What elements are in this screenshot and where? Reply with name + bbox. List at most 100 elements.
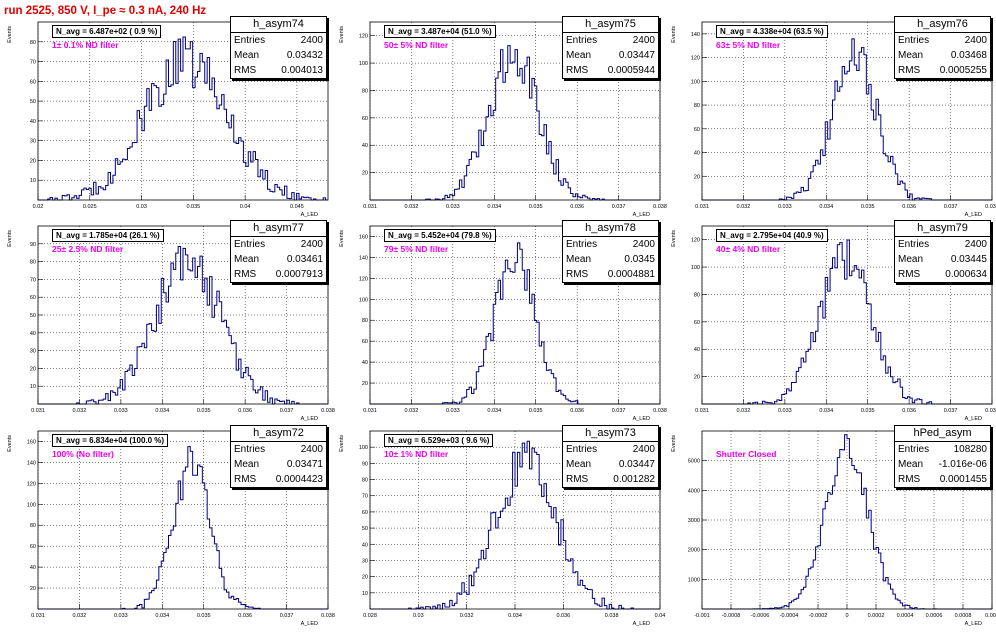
y-tick-label: 100 (359, 445, 368, 451)
navg-label: N_avg = 5.452e+04 (79.8 %) (384, 229, 496, 242)
stat-value-mean: 0.03432 (286, 50, 323, 61)
x-tick-label: 0.036 (902, 204, 916, 210)
y-tick-label: 80 (694, 103, 700, 109)
y-axis-label: Events (339, 230, 345, 247)
stat-value-mean: -1.016e-06 (938, 459, 987, 470)
x-tick-label: 0.001 (985, 613, 996, 619)
x-tick-label: 0.036 (902, 408, 916, 414)
stat-row-entries: Entries 2400 (231, 33, 326, 48)
plot-frame (37, 225, 329, 405)
stat-value-rms: 0.001282 (613, 474, 655, 485)
x-tick-label: 0.032 (737, 408, 751, 414)
navg-label: N_avg = 2.795e+04 (40.9 %) (716, 229, 828, 242)
filter-label: 50± 5% ND filter (384, 40, 449, 50)
x-tick-label: 0.037 (944, 408, 958, 414)
x-tick-label: 0.032 (460, 613, 474, 619)
stat-label-entries: Entries (566, 239, 598, 250)
stat-value-mean: 0.03471 (286, 459, 323, 470)
stat-row-mean: Mean 0.03445 (895, 252, 990, 267)
stat-label-rms: RMS (234, 269, 257, 280)
histogram-panel: 0.031 0.032 0.033 0.034 0.035 0.036 0.037 0.038… (0, 425, 335, 633)
histogram-panel: 0.028 0.03 0.032 0.034 0.036 0.038 0.04 10 20 30 4… (332, 425, 665, 633)
x-tick-label: 0.031 (31, 613, 45, 619)
stat-value-entries: 2400 (632, 35, 655, 46)
filter-label: Shutter Closed (716, 449, 777, 459)
y-tick-label: 20 (30, 586, 36, 592)
y-tick-label: 80 (30, 260, 36, 266)
y-tick-label: 100 (359, 61, 368, 67)
stat-label-entries: Entries (566, 444, 598, 455)
plot-frame (369, 21, 661, 201)
stat-row-mean: Mean 0.03461 (231, 252, 326, 267)
stat-row-entries: Entries 2400 (895, 33, 990, 48)
x-tick-label: 0.038 (321, 613, 335, 619)
y-tick-label: 40 (694, 151, 700, 157)
x-tick-label: 0.032 (73, 613, 87, 619)
histogram-panel: -0.001 -0.0008 -0.0006 -0.0004 -0.0002 0 0.000… (664, 425, 996, 633)
stat-value-rms: 0.0004423 (275, 474, 323, 485)
x-tick-label: 0.033 (114, 408, 128, 414)
x-axis-label: A_LED (301, 416, 318, 422)
x-tick-label: 0.033 (778, 204, 792, 210)
stat-label-mean: Mean (234, 254, 260, 265)
y-tick-label: 60 (362, 339, 368, 345)
y-tick-label: 50 (362, 526, 368, 532)
y-tick-label: 90 (362, 461, 368, 467)
plot-frame (701, 225, 993, 405)
x-tick-label: 0.035 (197, 613, 211, 619)
y-tick-label: 20 (362, 381, 368, 387)
x-tick-label: -0.0006 (751, 613, 770, 619)
stat-label-rms: RMS (566, 269, 589, 280)
x-tick-label: 0.035 (529, 204, 543, 210)
y-tick-label: 2000 (688, 548, 700, 554)
y-tick-label: 50 (30, 99, 36, 105)
plot-frame (369, 430, 661, 610)
stat-row-rms: RMS 0.0005255 (895, 63, 990, 78)
x-tick-label: 0.028 (363, 613, 377, 619)
histogram-name: h_asym74 (231, 17, 326, 33)
x-tick-label: 0.03 (136, 204, 147, 210)
plot-frame (369, 225, 661, 405)
y-tick-label: 140 (359, 255, 368, 261)
stat-row-mean: Mean 0.03432 (231, 48, 326, 63)
y-tick-label: 30 (30, 349, 36, 355)
y-tick-label: 1000 (688, 577, 700, 583)
stat-row-entries: Entries 2400 (563, 442, 658, 457)
navg-label: N_avg = 6.834e+04 (100.0 %) (52, 434, 169, 447)
stat-label-entries: Entries (234, 444, 266, 455)
y-tick-label: 10 (362, 591, 368, 597)
stat-row-mean: Mean 0.03447 (563, 457, 658, 472)
stat-label-mean: Mean (234, 459, 260, 470)
plot-frame (37, 430, 329, 610)
filter-label: 40± 4% ND filter (716, 244, 781, 254)
stat-label-rms: RMS (566, 474, 589, 485)
y-tick-label: 40 (362, 542, 368, 548)
stat-label-entries: Entries (566, 35, 598, 46)
x-tick-label: 0.02 (33, 204, 44, 210)
y-axis-label: Events (671, 26, 677, 43)
histogram-plot: 0.028 0.03 0.032 0.034 0.036 0.038 0.04 10 20 30 4… (339, 430, 665, 627)
histogram-name: h_asym79 (895, 221, 990, 237)
y-tick-label: 80 (362, 318, 368, 324)
stat-label-mean: Mean (898, 254, 924, 265)
y-tick-label: 160 (359, 234, 368, 240)
x-tick-label: 0.032 (73, 408, 87, 414)
y-tick-label: 80 (362, 88, 368, 94)
y-tick-label: 50 (30, 313, 36, 319)
y-tick-label: 100 (691, 265, 700, 271)
stat-value-mean: 0.03445 (950, 254, 987, 265)
histogram-bars (38, 245, 328, 405)
stat-row-rms: RMS 0.0007913 (231, 267, 326, 282)
x-axis-label: A_LED (965, 416, 982, 422)
y-tick-label: 40 (30, 119, 36, 125)
navg-label: N_avg = 6.487e+02 ( 0.9 %) (52, 25, 162, 38)
stats-box: h_asym73 Entries 2400 Mean 0.03447 RMS 0.00128… (562, 425, 659, 488)
stat-row-mean: Mean 0.03468 (895, 48, 990, 63)
y-tick-label: 40 (362, 143, 368, 149)
y-tick-label: 60 (694, 127, 700, 133)
x-tick-label: 0.034 (155, 613, 169, 619)
histogram-name: h_asym75 (563, 17, 658, 33)
x-tick-label: 0.038 (985, 204, 996, 210)
x-tick-label: 0.025 (83, 204, 97, 210)
y-tick-label: 90 (30, 242, 36, 248)
